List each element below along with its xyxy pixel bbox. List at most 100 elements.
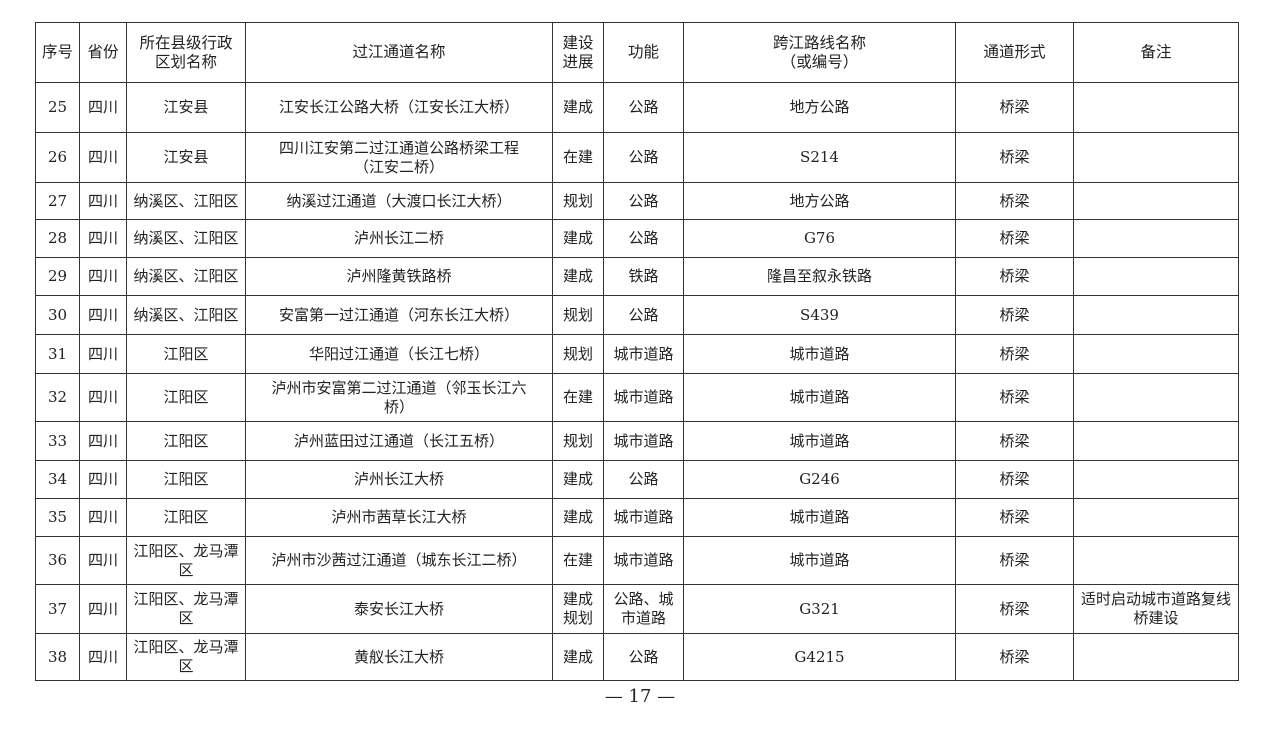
cell-function: 公路 — [603, 633, 684, 681]
cell-form: 桥梁 — [955, 536, 1074, 585]
cell-form: 桥梁 — [955, 295, 1074, 335]
cell-form: 桥梁 — [955, 257, 1074, 296]
cell-function: 公路 — [603, 219, 684, 258]
cell-progress: 在建 — [552, 373, 604, 422]
cell-county: 江阳区 — [126, 421, 246, 461]
page-number: — 17 — — [604, 686, 676, 707]
cell-note — [1073, 257, 1239, 296]
cell-no: 32 — [35, 373, 80, 422]
cell-no: 29 — [35, 257, 80, 296]
cell-progress: 建成 — [552, 460, 604, 499]
cell-note — [1073, 633, 1239, 681]
cell-county: 纳溪区、江阳区 — [126, 219, 246, 258]
cell-progress: 规划 — [552, 421, 604, 461]
cell-route: 城市道路 — [683, 334, 956, 374]
cell-route: 城市道路 — [683, 536, 956, 585]
cell-province: 四川 — [79, 219, 127, 258]
cell-county: 纳溪区、江阳区 — [126, 182, 246, 220]
cell-route: 地方公路 — [683, 82, 956, 133]
cell-province: 四川 — [79, 536, 127, 585]
cell-note — [1073, 82, 1239, 133]
header-route: 跨江路线名称（或编号） — [683, 22, 956, 83]
crossing-table: 序号 省份 所在县级行政区划名称 过江通道名称 建设进展 功能 跨江路线名称（或… — [35, 22, 1239, 681]
cell-progress: 建成 — [552, 219, 604, 258]
cell-note — [1073, 334, 1239, 374]
cell-county: 江阳区 — [126, 373, 246, 422]
cell-note — [1073, 421, 1239, 461]
cell-county: 江阳区、龙马潭区 — [126, 633, 246, 681]
cell-function: 公路、城市道路 — [603, 584, 684, 634]
cell-province: 四川 — [79, 334, 127, 374]
cell-function: 铁路 — [603, 257, 684, 296]
cell-form: 桥梁 — [955, 373, 1074, 422]
table-row: 25 四川 江安县 江安长江公路大桥（江安长江大桥） 建成 公路 地方公路 桥梁 — [35, 82, 1239, 133]
cell-no: 30 — [35, 295, 80, 335]
cell-no: 26 — [35, 132, 80, 183]
cell-no: 28 — [35, 219, 80, 258]
cell-name: 泰安长江大桥 — [245, 584, 553, 634]
header-note: 备注 — [1073, 22, 1239, 83]
cell-no: 25 — [35, 82, 80, 133]
cell-route: G321 — [683, 584, 956, 634]
cell-county: 江安县 — [126, 132, 246, 183]
cell-form: 桥梁 — [955, 132, 1074, 183]
header-county: 所在县级行政区划名称 — [126, 22, 246, 83]
cell-note — [1073, 498, 1239, 537]
header-function: 功能 — [603, 22, 684, 83]
cell-route: S214 — [683, 132, 956, 183]
cell-route: G246 — [683, 460, 956, 499]
cell-county: 江阳区、龙马潭区 — [126, 536, 246, 585]
cell-form: 桥梁 — [955, 219, 1074, 258]
cell-route: G4215 — [683, 633, 956, 681]
header-row: 序号 省份 所在县级行政区划名称 过江通道名称 建设进展 功能 跨江路线名称（或… — [35, 22, 1239, 83]
cell-progress: 建成 — [552, 82, 604, 133]
cell-function: 城市道路 — [603, 334, 684, 374]
cell-county: 江阳区 — [126, 460, 246, 499]
cell-route: 隆昌至叙永铁路 — [683, 257, 956, 296]
cell-form: 桥梁 — [955, 584, 1074, 634]
cell-name: 泸州长江二桥 — [245, 219, 553, 258]
table-row: 32 四川 江阳区 泸州市安富第二过江通道（邻玉长江六桥） 在建 城市道路 城市道路 桥梁 — [35, 373, 1239, 422]
cell-route: G76 — [683, 219, 956, 258]
cell-progress: 建成 — [552, 498, 604, 537]
header-form: 通道形式 — [955, 22, 1074, 83]
table-row: 34 四川 江阳区 泸州长江大桥 建成 公路 G246 桥梁 — [35, 460, 1239, 499]
cell-no: 36 — [35, 536, 80, 585]
table-row: 31 四川 江阳区 华阳过江通道（长江七桥） 规划 城市道路 城市道路 桥梁 — [35, 334, 1239, 374]
cell-route: 城市道路 — [683, 421, 956, 461]
cell-province: 四川 — [79, 132, 127, 183]
cell-no: 31 — [35, 334, 80, 374]
cell-function: 公路 — [603, 132, 684, 183]
cell-no: 34 — [35, 460, 80, 499]
cell-no: 33 — [35, 421, 80, 461]
cell-no: 37 — [35, 584, 80, 634]
cell-note — [1073, 536, 1239, 585]
header-province: 省份 — [79, 22, 127, 83]
cell-no: 27 — [35, 182, 80, 220]
table-row: 30 四川 纳溪区、江阳区 安富第一过江通道（河东长江大桥） 规划 公路 S439 桥梁 — [35, 295, 1239, 335]
cell-note — [1073, 219, 1239, 258]
cell-progress: 在建 — [552, 132, 604, 183]
cell-note — [1073, 460, 1239, 499]
cell-function: 公路 — [603, 82, 684, 133]
table-row: 27 四川 纳溪区、江阳区 纳溪过江通道（大渡口长江大桥） 规划 公路 地方公路 桥梁 — [35, 182, 1239, 220]
cell-progress: 在建 — [552, 536, 604, 585]
cell-form: 桥梁 — [955, 421, 1074, 461]
table-row: 29 四川 纳溪区、江阳区 泸州隆黄铁路桥 建成 铁路 隆昌至叙永铁路 桥梁 — [35, 257, 1239, 296]
cell-name: 江安长江公路大桥（江安长江大桥） — [245, 82, 553, 133]
cell-progress: 规划 — [552, 295, 604, 335]
cell-function: 城市道路 — [603, 536, 684, 585]
cell-name: 泸州市沙茜过江通道（城东长江二桥） — [245, 536, 553, 585]
cell-form: 桥梁 — [955, 334, 1074, 374]
cell-county: 纳溪区、江阳区 — [126, 257, 246, 296]
cell-county: 江阳区 — [126, 334, 246, 374]
table-row: 28 四川 纳溪区、江阳区 泸州长江二桥 建成 公路 G76 桥梁 — [35, 219, 1239, 258]
cell-form: 桥梁 — [955, 182, 1074, 220]
cell-name: 泸州隆黄铁路桥 — [245, 257, 553, 296]
header-progress: 建设进展 — [552, 22, 604, 83]
cell-form: 桥梁 — [955, 498, 1074, 537]
cell-name: 泸州蓝田过江通道（长江五桥） — [245, 421, 553, 461]
cell-form: 桥梁 — [955, 460, 1074, 499]
table-row: 35 四川 江阳区 泸州市茜草长江大桥 建成 城市道路 城市道路 桥梁 — [35, 498, 1239, 537]
cell-name: 安富第一过江通道（河东长江大桥） — [245, 295, 553, 335]
